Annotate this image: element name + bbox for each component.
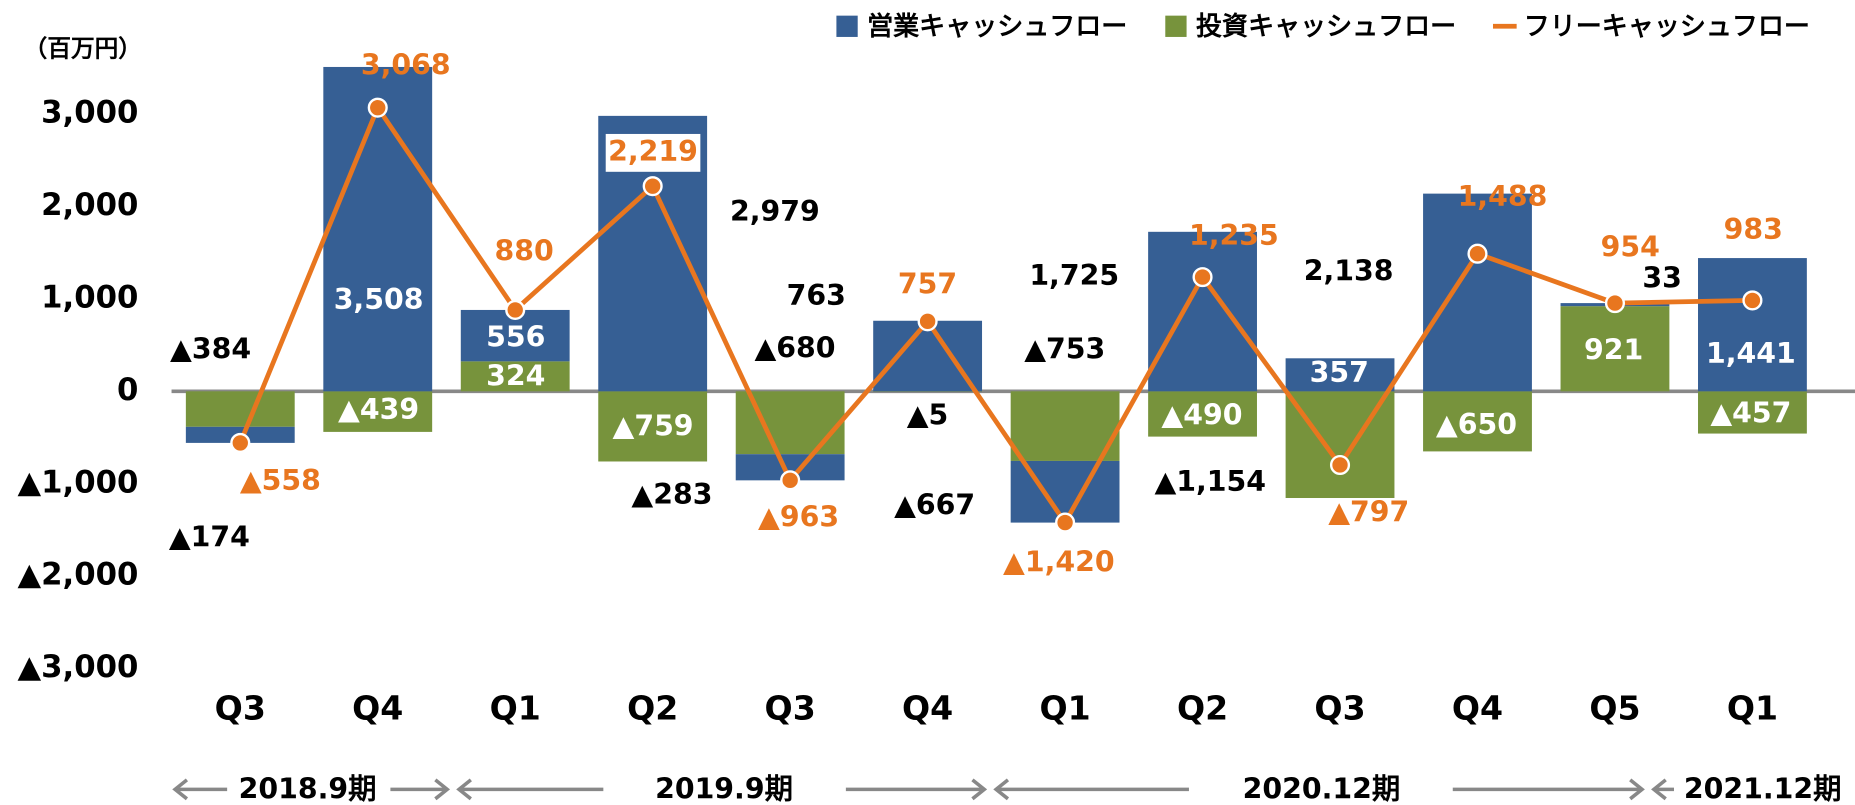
value-label: ▲680 <box>754 331 835 364</box>
value-label: ▲1,154 <box>1154 465 1266 498</box>
value-label: 1,235 <box>1189 219 1279 252</box>
bar <box>1010 391 1120 461</box>
value-label: 763 <box>787 279 846 312</box>
legend-swatch <box>836 15 858 37</box>
period-label: 2019.9期 <box>655 773 793 805</box>
unit-label: （百万円） <box>24 34 142 62</box>
line-marker <box>780 470 801 491</box>
value-label: 3,508 <box>334 283 424 316</box>
value-label: 33 <box>1642 261 1682 294</box>
value-label: 357 <box>1310 356 1369 389</box>
value-label: 983 <box>1724 213 1783 246</box>
bar <box>1148 391 1257 437</box>
y-tick-label: ▲2,000 <box>17 557 138 593</box>
x-tick-label: Q4 <box>1452 689 1503 728</box>
bar <box>598 391 708 462</box>
bar <box>1423 391 1532 452</box>
value-label: 3,068 <box>361 49 451 82</box>
label-box <box>605 133 701 172</box>
line-marker <box>505 299 526 320</box>
legend-label: 投資キャッシュフロー <box>1196 12 1456 42</box>
bar <box>1285 358 1395 392</box>
value-label: 2,138 <box>1304 254 1394 287</box>
bar <box>1423 193 1532 392</box>
line-marker <box>367 97 388 118</box>
value-label: ▲1,420 <box>1003 545 1115 578</box>
period-label: 2020.12期 <box>1243 773 1401 805</box>
x-tick-label: Q1 <box>1727 689 1778 728</box>
value-label: 757 <box>898 267 957 300</box>
value-label: 1,488 <box>1458 180 1548 213</box>
bar <box>323 66 433 392</box>
line-marker <box>1192 267 1213 288</box>
y-tick-label: ▲3,000 <box>17 649 138 685</box>
value-label: ▲174 <box>169 521 250 554</box>
period-label: 2021.12期 <box>1684 773 1842 805</box>
x-tick-label: Q1 <box>1039 689 1090 728</box>
x-tick-label: Q5 <box>1589 689 1640 728</box>
value-label: ▲283 <box>631 478 712 511</box>
line-marker <box>917 311 938 332</box>
value-label: ▲457 <box>1710 396 1791 429</box>
value-label: 324 <box>486 360 545 393</box>
value-label: ▲759 <box>613 409 694 442</box>
value-label: 921 <box>1584 334 1643 367</box>
value-label: ▲384 <box>170 332 251 365</box>
line-marker <box>1467 243 1488 264</box>
bar <box>1560 306 1670 392</box>
value-label: ▲558 <box>240 464 321 497</box>
legend-swatch <box>1165 15 1187 37</box>
bar <box>185 391 295 427</box>
value-label: 1,441 <box>1706 337 1796 370</box>
bar <box>323 391 433 432</box>
line-marker <box>1329 454 1351 476</box>
bar <box>460 361 570 392</box>
bar <box>1698 258 1807 392</box>
y-tick-label: 0 <box>117 372 138 408</box>
period-arrows <box>172 778 1674 801</box>
value-label: ▲963 <box>758 500 839 533</box>
value-label: ▲439 <box>338 393 419 426</box>
value-label: ▲5 <box>907 399 949 432</box>
line-marker <box>1742 290 1763 311</box>
bar <box>1148 231 1257 392</box>
legend-label: 営業キャッシュフロー <box>867 12 1127 42</box>
line-marker <box>1604 293 1626 314</box>
line-marker <box>230 432 251 453</box>
x-tick-label: Q1 <box>490 689 541 728</box>
bar <box>873 320 983 392</box>
value-label: 880 <box>494 234 553 267</box>
line-marker <box>1055 512 1076 533</box>
bar <box>1698 391 1807 434</box>
x-tick-label: Q4 <box>352 689 403 728</box>
x-tick-label: Q2 <box>627 689 678 728</box>
y-tick-label: ▲1,000 <box>17 464 138 500</box>
x-tick-label: Q3 <box>215 689 266 728</box>
value-label: 954 <box>1601 231 1660 264</box>
x-tick-label: Q4 <box>902 689 953 728</box>
x-tick-label: Q3 <box>765 689 816 728</box>
line-marker <box>642 176 663 197</box>
x-tick-label: Q3 <box>1314 689 1365 728</box>
y-tick-label: 1,000 <box>41 279 138 315</box>
value-label: 1,725 <box>1029 259 1119 292</box>
value-label: ▲650 <box>1436 408 1517 441</box>
legend-label: フリーキャッシュフロー <box>1524 12 1810 42</box>
y-tick-label: 2,000 <box>41 187 138 223</box>
period-label: 2018.9期 <box>239 773 377 805</box>
value-label: 2,219 <box>608 135 698 168</box>
value-label: ▲797 <box>1328 496 1409 529</box>
value-label: ▲667 <box>894 489 975 522</box>
value-label: ▲753 <box>1024 332 1105 365</box>
x-tick-label: Q2 <box>1177 689 1228 728</box>
line <box>238 102 1753 528</box>
value-label: 556 <box>486 321 545 354</box>
value-label: ▲490 <box>1161 399 1242 432</box>
y-tick-label: 3,000 <box>41 94 138 130</box>
value-label: 2,979 <box>730 195 820 228</box>
